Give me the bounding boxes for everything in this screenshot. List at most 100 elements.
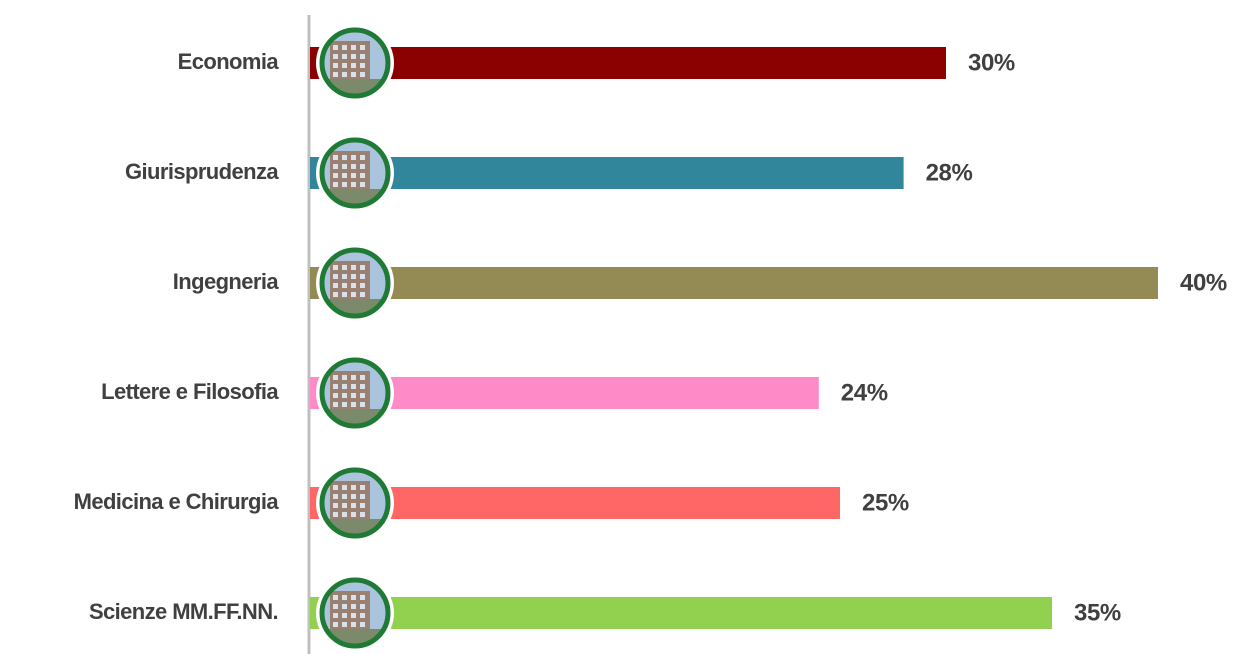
bar — [310, 47, 946, 79]
photo-window — [333, 613, 338, 618]
photo-window — [360, 63, 365, 68]
photo-window — [360, 604, 365, 609]
photo-window — [360, 402, 365, 407]
photo-window — [351, 292, 356, 297]
photo-window — [360, 494, 365, 499]
photo-window — [351, 182, 356, 187]
photo-window — [351, 494, 356, 499]
photo-window — [360, 72, 365, 77]
photo-window — [342, 613, 347, 618]
photo-window — [342, 45, 347, 50]
photo-window — [351, 512, 356, 517]
photo-window — [333, 485, 338, 490]
photo-window — [360, 54, 365, 59]
photo-window — [351, 274, 356, 279]
photo-window — [360, 265, 365, 270]
faculty-badge — [316, 464, 394, 542]
photo-window — [360, 45, 365, 50]
photo-window — [351, 265, 356, 270]
category-label: Medicina e Chirurgia — [74, 489, 280, 514]
photo-window — [351, 283, 356, 288]
value-label: 40% — [1180, 269, 1227, 296]
photo-window — [342, 512, 347, 517]
photo-window — [351, 155, 356, 160]
photo-window — [351, 164, 356, 169]
photo-window — [333, 265, 338, 270]
photo-window — [333, 164, 338, 169]
category-label: Giurisprudenza — [125, 159, 279, 184]
bar — [310, 267, 1158, 299]
photo-window — [342, 182, 347, 187]
photo-window — [333, 402, 338, 407]
photo-window — [333, 384, 338, 389]
photo-window — [342, 54, 347, 59]
photo-window — [360, 155, 365, 160]
photo-window — [333, 72, 338, 77]
photo-window — [342, 604, 347, 609]
photo-window — [351, 622, 356, 627]
value-label: 28% — [926, 159, 973, 186]
category-label: Ingegneria — [173, 269, 280, 294]
photo-window — [333, 494, 338, 499]
category-label: Scienze MM.FF.NN. — [89, 599, 278, 624]
photo-window — [351, 503, 356, 508]
value-label: 24% — [841, 379, 888, 406]
photo-window — [342, 292, 347, 297]
photo-window — [351, 45, 356, 50]
photo-window — [351, 384, 356, 389]
bar — [310, 157, 904, 189]
photo-window — [360, 173, 365, 178]
bar — [310, 597, 1052, 629]
category-label: Economia — [178, 49, 280, 74]
faculty-badge — [316, 134, 394, 212]
photo-window — [333, 622, 338, 627]
page: Economia 30% Giurisprudenza 28% Ingegneria 40… — [0, 0, 1243, 654]
photo-window — [360, 164, 365, 169]
photo-window — [360, 595, 365, 600]
chart: Economia 30% Giurisprudenza 28% Ingegneria 40… — [0, 0, 1243, 654]
photo-window — [333, 155, 338, 160]
photo-window — [351, 173, 356, 178]
photo-window — [342, 283, 347, 288]
photo-window — [342, 164, 347, 169]
value-label: 35% — [1074, 599, 1121, 626]
photo-window — [342, 622, 347, 627]
photo-window — [351, 604, 356, 609]
photo-window — [351, 402, 356, 407]
photo-window — [351, 375, 356, 380]
photo-window — [342, 384, 347, 389]
photo-window — [342, 595, 347, 600]
photo-window — [333, 503, 338, 508]
photo-window — [342, 63, 347, 68]
photo-window — [360, 613, 365, 618]
photo-window — [360, 384, 365, 389]
photo-window — [333, 182, 338, 187]
photo-window — [360, 503, 365, 508]
photo-window — [342, 274, 347, 279]
photo-window — [333, 595, 338, 600]
photo-window — [351, 393, 356, 398]
value-label: 30% — [968, 49, 1015, 76]
photo-window — [342, 494, 347, 499]
photo-window — [360, 283, 365, 288]
photo-window — [342, 173, 347, 178]
photo-window — [333, 45, 338, 50]
category-label: Lettere e Filosofia — [101, 379, 279, 404]
photo-window — [342, 155, 347, 160]
photo-window — [342, 503, 347, 508]
photo-window — [360, 274, 365, 279]
photo-window — [360, 292, 365, 297]
photo-window — [351, 72, 356, 77]
photo-window — [351, 485, 356, 490]
photo-window — [342, 485, 347, 490]
photo-window — [360, 512, 365, 517]
photo-window — [333, 274, 338, 279]
photo-window — [342, 265, 347, 270]
photo-window — [333, 292, 338, 297]
faculty-badge — [316, 354, 394, 432]
photo-window — [333, 63, 338, 68]
photo-window — [351, 595, 356, 600]
photo-window — [333, 173, 338, 178]
photo-window — [333, 375, 338, 380]
value-label: 25% — [862, 489, 909, 516]
